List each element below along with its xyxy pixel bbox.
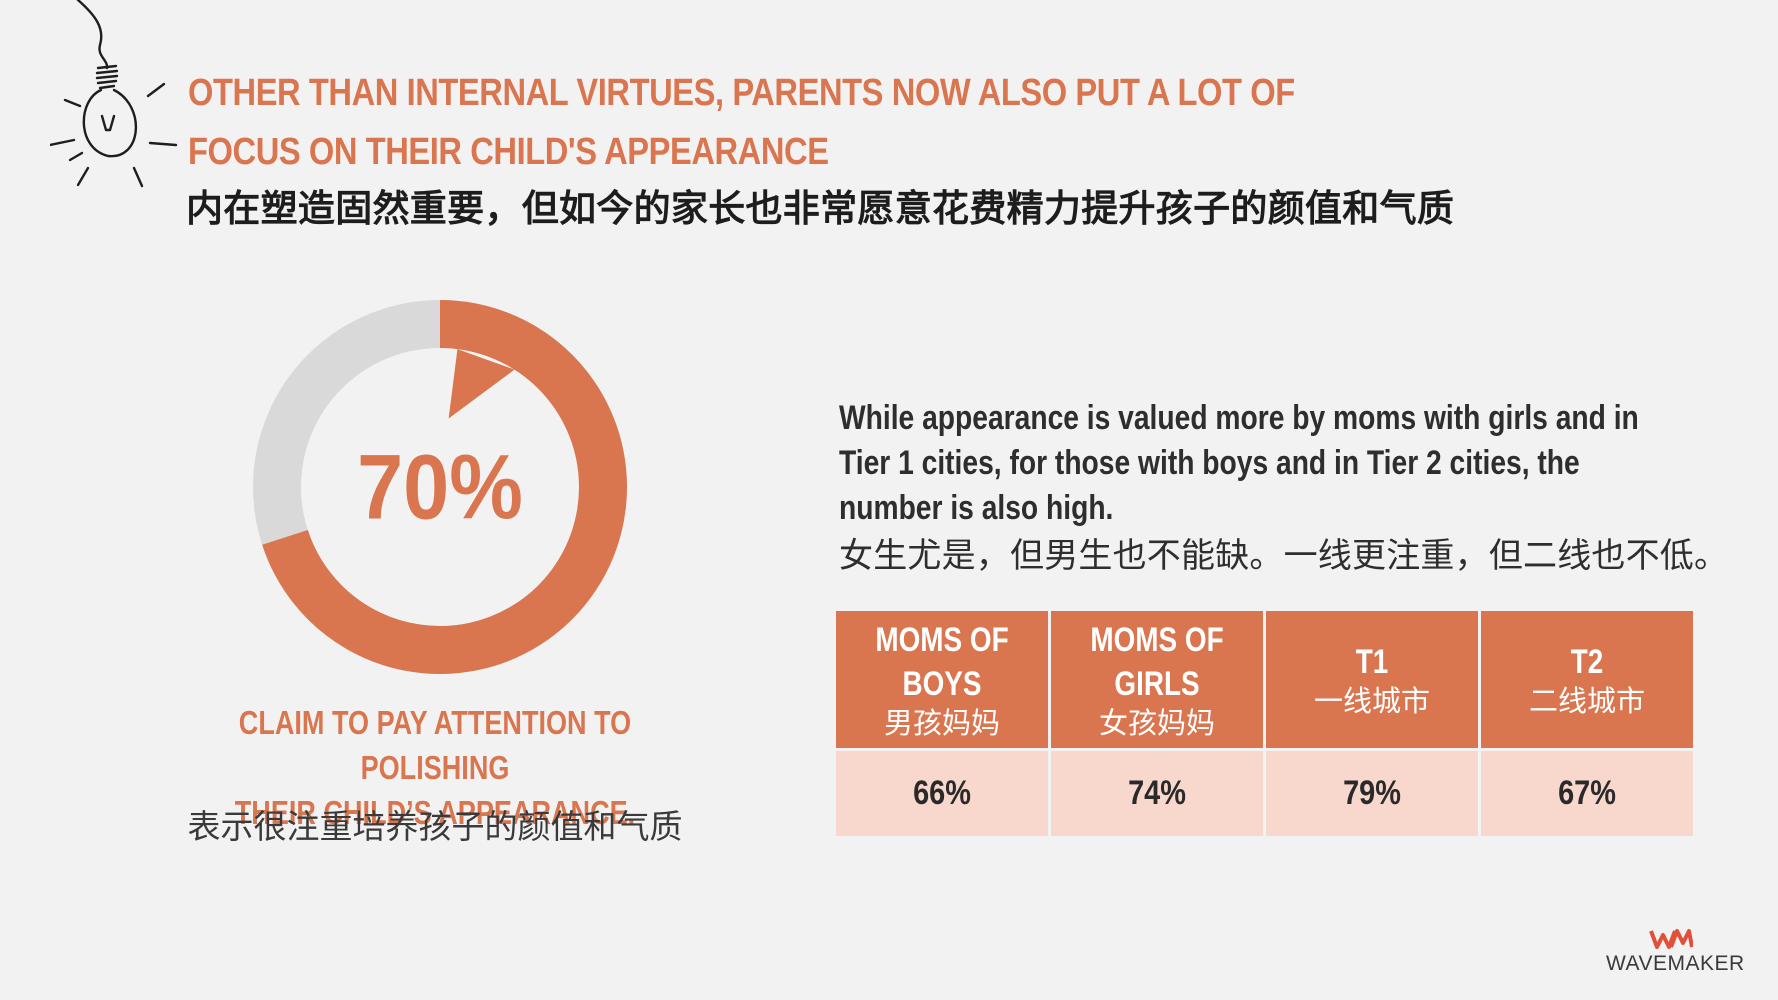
- value-cell-moms-of-girls: 74%: [1049, 749, 1266, 836]
- header-en: MOMS OF BOYS: [875, 620, 1009, 703]
- wavemaker-logo: WAVEMAKER: [1606, 928, 1745, 976]
- value: 74%: [1128, 774, 1186, 812]
- claim-text-zh: 表示很注重培养孩子的颜值和气质: [187, 808, 683, 845]
- value-cell-moms-of-boys: 66%: [836, 749, 1051, 836]
- wm-logo-mark-icon: [1649, 929, 1693, 949]
- table-header-row: MOMS OF BOYS 男孩妈妈 MOMS OF GIRLS 女孩妈妈 T1 …: [836, 611, 1693, 751]
- description-line2: Tier 1 cities, for those with boys and i…: [839, 444, 1580, 482]
- logo-wordmark: WAVEMAKER: [1606, 952, 1745, 975]
- header-en: T2: [1570, 642, 1604, 681]
- page-title-en: OTHER THAN INTERNAL VIRTUES, PARENTS NOW…: [188, 64, 1295, 182]
- claim-line1: CLAIM TO PAY ATTENTION TO POLISHING: [238, 704, 632, 786]
- donut-chart: 70%: [253, 300, 627, 674]
- title-en-line1: OTHER THAN INTERNAL VIRTUES, PARENTS NOW…: [188, 72, 1295, 114]
- header-cell-t1: T1 一线城市: [1264, 611, 1481, 751]
- table-value-row: 66% 74% 79% 67%: [836, 749, 1693, 836]
- header-en: T1: [1355, 642, 1389, 681]
- value-cell-t1: 79%: [1264, 749, 1481, 836]
- value: 66%: [913, 774, 971, 812]
- header-cell-moms-of-boys: MOMS OF BOYS 男孩妈妈: [836, 611, 1051, 751]
- description-line1: While appearance is valued more by moms …: [839, 399, 1639, 437]
- donut-center-label: 70%: [357, 435, 523, 538]
- claim-line2: THEIR CHILD’S APPEARANCE.: [234, 794, 636, 831]
- claim-text-en: CLAIM TO PAY ATTENTION TO POLISHING THEI…: [135, 700, 735, 835]
- value-cell-t2: 67%: [1479, 749, 1693, 836]
- value: 67%: [1558, 774, 1616, 812]
- page-title-zh: 内在塑造固然重要，但如今的家长也非常愿意花费精力提升孩子的颜值和气质: [186, 188, 1455, 229]
- description-zh: 女生尤是，但男生也不能缺。一线更注重，但二线也不低。: [839, 537, 1729, 575]
- header-cell-moms-of-girls: MOMS OF GIRLS 女孩妈妈: [1049, 611, 1266, 751]
- stats-table: MOMS OF BOYS 男孩妈妈 MOMS OF GIRLS 女孩妈妈 T1 …: [836, 611, 1693, 836]
- donut-value-arc: [262, 300, 627, 674]
- header-zh: 二线城市: [1528, 685, 1645, 718]
- description-line3: number is also high.: [839, 489, 1114, 527]
- header-cell-t2: T2 二线城市: [1479, 611, 1693, 751]
- title-en-line2: FOCUS ON THEIR CHILD'S APPEARANCE: [188, 131, 829, 173]
- header-zh: 男孩妈妈: [883, 707, 1000, 740]
- header-zh: 女孩妈妈: [1098, 707, 1215, 740]
- header-en: MOMS OF GIRLS: [1090, 620, 1224, 703]
- lightbulb-icon: [50, 0, 178, 188]
- donut-arrow-notch: [448, 349, 515, 419]
- header-zh: 一线城市: [1313, 685, 1430, 718]
- description-en: While appearance is valued more by moms …: [839, 396, 1669, 531]
- value: 79%: [1343, 774, 1401, 812]
